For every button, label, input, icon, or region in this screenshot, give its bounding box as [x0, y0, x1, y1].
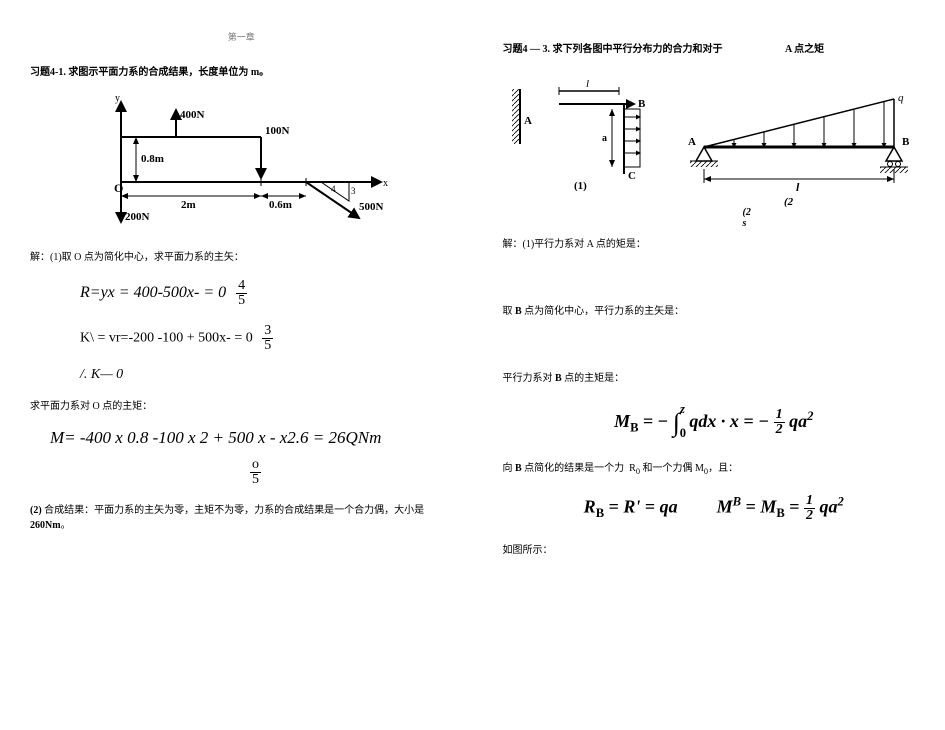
- svg-text:0.6m: 0.6m: [269, 199, 292, 211]
- svg-text:(1): (1): [574, 180, 587, 192]
- svg-text:y: y: [115, 93, 120, 104]
- svg-text:400N: 400N: [180, 109, 205, 121]
- r-step2: 取 B 点为简化中心，平行力系的主矢是：: [503, 302, 926, 317]
- svg-text:500N: 500N: [359, 201, 384, 213]
- eq-Ry: K\ = vr=-200 -100 + 500x- = 0 3 5: [30, 324, 453, 353]
- svg-text:C: C: [628, 170, 636, 182]
- svg-text:l: l: [796, 180, 800, 194]
- svg-text:0.8m: 0.8m: [141, 153, 164, 165]
- svg-text:3: 3: [351, 186, 356, 196]
- svg-text:B: B: [902, 136, 910, 148]
- eq-R-zero: /. K— 0: [30, 367, 453, 383]
- eq-M-frac: o 5: [30, 458, 453, 487]
- svg-text:100N: 100N: [265, 125, 290, 137]
- eq-RB: RB = R' = qa MB = MB = 12 qa2: [503, 494, 926, 523]
- left-column: 第一章 习题4-1. 求图示平面力系的合成结果，长度单位为 m。 O x y 4…: [0, 0, 473, 730]
- right-column: 习题4 — 3. 求下列各图中平行分布力的合力和对于 A 点之矩 A l: [473, 0, 945, 730]
- step2-label: 求平面力系对 O 点的主矩：: [30, 397, 453, 412]
- r-final: 如图所示：: [503, 541, 926, 556]
- svg-text:q: q: [898, 92, 904, 104]
- svg-text:A: A: [524, 115, 532, 127]
- svg-text:200N: 200N: [125, 211, 150, 223]
- svg-text:A: A: [688, 136, 696, 148]
- problem-4-1-title: 习题4-1. 求图示平面力系的合成结果，长度单位为 m。: [30, 63, 453, 78]
- svg-text:l: l: [586, 78, 589, 90]
- chapter-label: 第一章: [30, 30, 453, 43]
- svg-text:(2: (2: [784, 196, 794, 208]
- eq-MB: MB = − ∫0z qdx · x = − 12 qa2: [503, 402, 926, 441]
- eq-M: M= -400 x 0.8 -100 x 2 + 500 x - x2.6 = …: [30, 428, 453, 448]
- eq-Rx: R=yx = 400-500x- = 0 4 5: [30, 279, 453, 308]
- r-step3: 平行力系对 B 点的主矩是：: [503, 369, 926, 384]
- problem-4-3-title: 习题4 — 3. 求下列各图中平行分布力的合力和对于 A 点之矩: [503, 40, 926, 55]
- svg-text:2m: 2m: [181, 199, 196, 211]
- r-step1: 解：(1)平行力系对 A 点的矩是：: [503, 235, 926, 250]
- svg-text:B: B: [638, 98, 646, 110]
- svg-text:x: x: [383, 178, 388, 189]
- force-diagram-1: O x y 400N 100N 0.8m 200N 2m: [81, 92, 401, 242]
- distributed-load-diagrams: A l B C a (1): [504, 69, 924, 209]
- svg-text:a: a: [602, 133, 607, 144]
- r-step4: 向 B 点简化的结果是一个力 R0 和一个力偶 M0，且：: [503, 459, 926, 476]
- conclusion-1: (2)(2)合成结果：平面力系的主矢为零，主矩不为零，力系的合成结果是一个合力偶…: [30, 501, 453, 531]
- s-label: s: [743, 218, 747, 229]
- svg-text:4: 4: [331, 184, 336, 194]
- step1-label: 解：(1)取 O 点为简化中心，求平面力系的主矢：: [30, 248, 453, 263]
